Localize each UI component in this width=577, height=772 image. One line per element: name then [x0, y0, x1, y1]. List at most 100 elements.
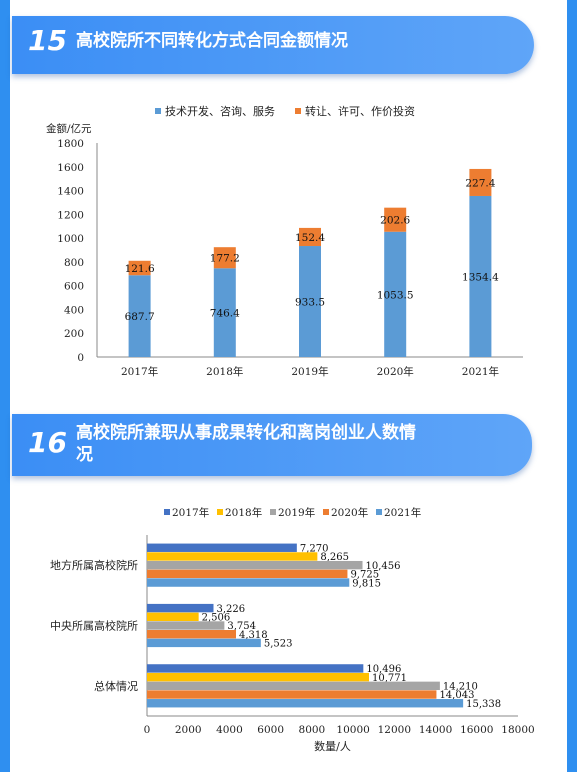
data-label-0-1: 3,226	[216, 604, 245, 615]
y-tick-label: 1200	[57, 209, 84, 221]
y-tick-label: 1000	[57, 233, 84, 245]
data-label-0-2: 10,496	[366, 664, 401, 675]
data-label-3-0: 9,725	[350, 570, 379, 581]
data-label-2-2: 14,210	[443, 682, 478, 693]
y-tick-label: 1800	[57, 138, 84, 150]
section-15-title: 高校院所不同转化方式合同金额情况	[76, 31, 348, 51]
data-label-2-0: 10,456	[366, 561, 401, 572]
x-tick-label: 18000	[501, 724, 534, 736]
data-label-3-2: 14,043	[439, 690, 474, 701]
x-axis-title: 数量/人	[314, 740, 351, 753]
y-tick-label: 1600	[57, 162, 84, 174]
bar-0-0	[147, 543, 297, 552]
bar-1-4	[469, 168, 492, 196]
bar-3-2	[147, 690, 437, 699]
horizontal-bar-chart: 2017年 2018年 2019年 2020年 2021年 0 2000 4000 6000 80…	[50, 506, 535, 753]
bar-4-1	[147, 638, 261, 648]
legend-label-0: 技术开发、咨询、服务	[165, 104, 275, 118]
legend-label-1: 转让、许可、作价投资	[305, 104, 415, 118]
y-tick-label: 600	[64, 281, 84, 293]
data-label-4-2: 15,338	[466, 699, 501, 710]
legend-label-3: 2020年	[331, 506, 368, 519]
y-category-label: 地方所属高校院所	[50, 558, 138, 572]
bar-1-1	[147, 612, 199, 621]
bar-0-4	[469, 195, 492, 357]
bar-1-3	[384, 207, 407, 232]
x-tick-label: 10000	[336, 724, 369, 736]
x-tick-label: 2017年	[121, 365, 158, 378]
bar-3-0	[147, 569, 348, 579]
bar-1-0	[147, 552, 318, 561]
legend-swatch-1	[217, 509, 223, 515]
x-tick-label: 8000	[299, 724, 326, 736]
x-tick-label: 6000	[257, 724, 284, 736]
x-tick-label: 0	[144, 724, 151, 736]
section-15-number: 15	[28, 24, 67, 57]
legend-swatch-0	[155, 108, 161, 114]
bar-4-2	[147, 699, 464, 708]
data-label-1-2: 152.4	[295, 232, 325, 244]
legend-swatch-0	[164, 509, 170, 515]
section-16-number: 16	[28, 426, 67, 459]
x-tick-label: 2000	[175, 724, 202, 736]
y-tick-label: 200	[64, 328, 84, 340]
bar-1-2	[147, 672, 370, 682]
y-category-label: 总体情况	[94, 679, 138, 693]
bar-0-1	[213, 268, 236, 357]
legend-swatch-3	[323, 509, 329, 515]
data-label-4-1: 5,523	[264, 639, 293, 650]
y-tick-label: 0	[77, 352, 84, 364]
data-label-1-0: 8,265	[320, 552, 349, 563]
data-label-0-1: 746.4	[210, 308, 240, 320]
y-axis-title: 金额/亿元	[46, 122, 92, 135]
legend-swatch-2	[270, 509, 276, 515]
y-tick-label: 800	[64, 257, 84, 269]
x-tick-label: 2021年	[462, 365, 499, 378]
bar-2-0	[147, 560, 363, 570]
legend-swatch-4	[376, 509, 382, 515]
x-tick-label: 14000	[419, 724, 452, 736]
bar-0-2	[147, 664, 364, 673]
bar-1-0	[128, 260, 151, 276]
section-16-title-line2: 况	[76, 445, 93, 465]
bar-2-1	[147, 621, 225, 630]
data-label-0-0: 687.7	[125, 311, 155, 323]
data-label-0-0: 7,270	[300, 543, 329, 554]
x-tick-label: 16000	[460, 724, 493, 736]
data-label-3-1: 4,318	[239, 630, 268, 641]
bar-2-2	[147, 681, 440, 691]
y-tick-label: 400	[64, 304, 84, 316]
data-label-1-1: 2,506	[202, 613, 231, 624]
y-category-label: 中央所属高校院所	[50, 619, 138, 633]
data-label-1-2: 10,771	[372, 673, 407, 684]
bar-3-1	[147, 630, 236, 639]
data-label-0-4: 1354.4	[462, 271, 499, 283]
section-16-banner: 16 高校院所兼职从事成果转化和离岗创业人数情 况	[12, 414, 532, 476]
y-tick-label: 1400	[57, 186, 84, 198]
legend-swatch-1	[295, 108, 301, 114]
legend-label-0: 2017年	[172, 506, 209, 519]
data-label-4-0: 9,815	[352, 578, 381, 589]
bar-1-1	[213, 247, 236, 269]
bar-0-0	[128, 275, 151, 357]
bar-0-2	[299, 246, 321, 357]
data-label-1-1: 177.2	[210, 253, 240, 265]
x-tick-label: 2018年	[206, 365, 243, 378]
bar-0-3	[384, 231, 407, 357]
x-tick-label: 12000	[378, 724, 411, 736]
x-tick-label: 4000	[216, 724, 243, 736]
legend-label-1: 2018年	[225, 506, 262, 519]
section-16-title-line1: 高校院所兼职从事成果转化和离岗创业人数情	[76, 423, 416, 443]
bar-1-2	[299, 227, 321, 247]
data-label-2-1: 3,754	[227, 621, 256, 632]
data-label-0-3: 1053.5	[377, 289, 414, 301]
x-tick-label: 2020年	[377, 365, 414, 378]
bar-0-1	[147, 603, 214, 613]
data-label-1-4: 227.4	[465, 177, 495, 189]
x-tick-label: 2019年	[291, 365, 328, 378]
bar-4-0	[147, 578, 350, 587]
section-15-banner: 15 高校院所不同转化方式合同金额情况	[12, 16, 534, 74]
data-label-0-2: 933.5	[295, 297, 325, 309]
legend-label-2: 2019年	[278, 506, 315, 519]
